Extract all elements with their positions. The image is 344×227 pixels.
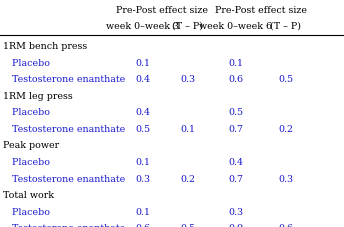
- Text: Placebo: Placebo: [3, 158, 51, 167]
- Text: Placebo: Placebo: [3, 208, 51, 217]
- Text: 0.5: 0.5: [180, 224, 195, 227]
- Text: Placebo: Placebo: [3, 108, 51, 117]
- Text: 0.1: 0.1: [228, 59, 243, 68]
- Text: 0.1: 0.1: [135, 158, 150, 167]
- Text: (T – P): (T – P): [172, 22, 203, 31]
- Text: (T – P): (T – P): [270, 22, 301, 31]
- Text: 0.4: 0.4: [135, 108, 150, 117]
- Text: 0.9: 0.9: [228, 224, 243, 227]
- Text: 0.3: 0.3: [228, 208, 243, 217]
- Text: Testosterone enanthate: Testosterone enanthate: [3, 224, 126, 227]
- Text: 0.2: 0.2: [278, 125, 293, 134]
- Text: Pre-Post effect size: Pre-Post effect size: [215, 6, 308, 15]
- Text: 0.5: 0.5: [278, 75, 293, 84]
- Text: 0.4: 0.4: [135, 75, 150, 84]
- Text: Peak power: Peak power: [3, 141, 60, 151]
- Text: 0.6: 0.6: [228, 75, 243, 84]
- Text: 0.1: 0.1: [135, 59, 150, 68]
- Text: 0.6: 0.6: [135, 224, 150, 227]
- Text: 0.5: 0.5: [228, 108, 243, 117]
- Text: 1RM leg press: 1RM leg press: [3, 92, 73, 101]
- Text: Testosterone enanthate: Testosterone enanthate: [3, 125, 126, 134]
- Text: Testosterone enanthate: Testosterone enanthate: [3, 75, 126, 84]
- Text: Testosterone enanthate: Testosterone enanthate: [3, 175, 126, 184]
- Text: 0.7: 0.7: [228, 175, 243, 184]
- Text: 0.3: 0.3: [278, 175, 293, 184]
- Text: 0.1: 0.1: [135, 208, 150, 217]
- Text: 0.2: 0.2: [180, 175, 195, 184]
- Text: 0.1: 0.1: [180, 125, 195, 134]
- Text: 0.6: 0.6: [278, 224, 293, 227]
- Text: 0.3: 0.3: [180, 75, 195, 84]
- Text: 0.7: 0.7: [228, 125, 243, 134]
- Text: week 0–week 6: week 0–week 6: [199, 22, 272, 31]
- Text: Placebo: Placebo: [3, 59, 51, 68]
- Text: 1RM bench press: 1RM bench press: [3, 42, 88, 51]
- Text: 0.3: 0.3: [135, 175, 150, 184]
- Text: Total work: Total work: [3, 191, 54, 200]
- Text: 0.5: 0.5: [135, 125, 150, 134]
- Text: Pre-Post effect size: Pre-Post effect size: [116, 6, 208, 15]
- Text: week 0–week 3: week 0–week 3: [106, 22, 179, 31]
- Text: 0.4: 0.4: [228, 158, 243, 167]
